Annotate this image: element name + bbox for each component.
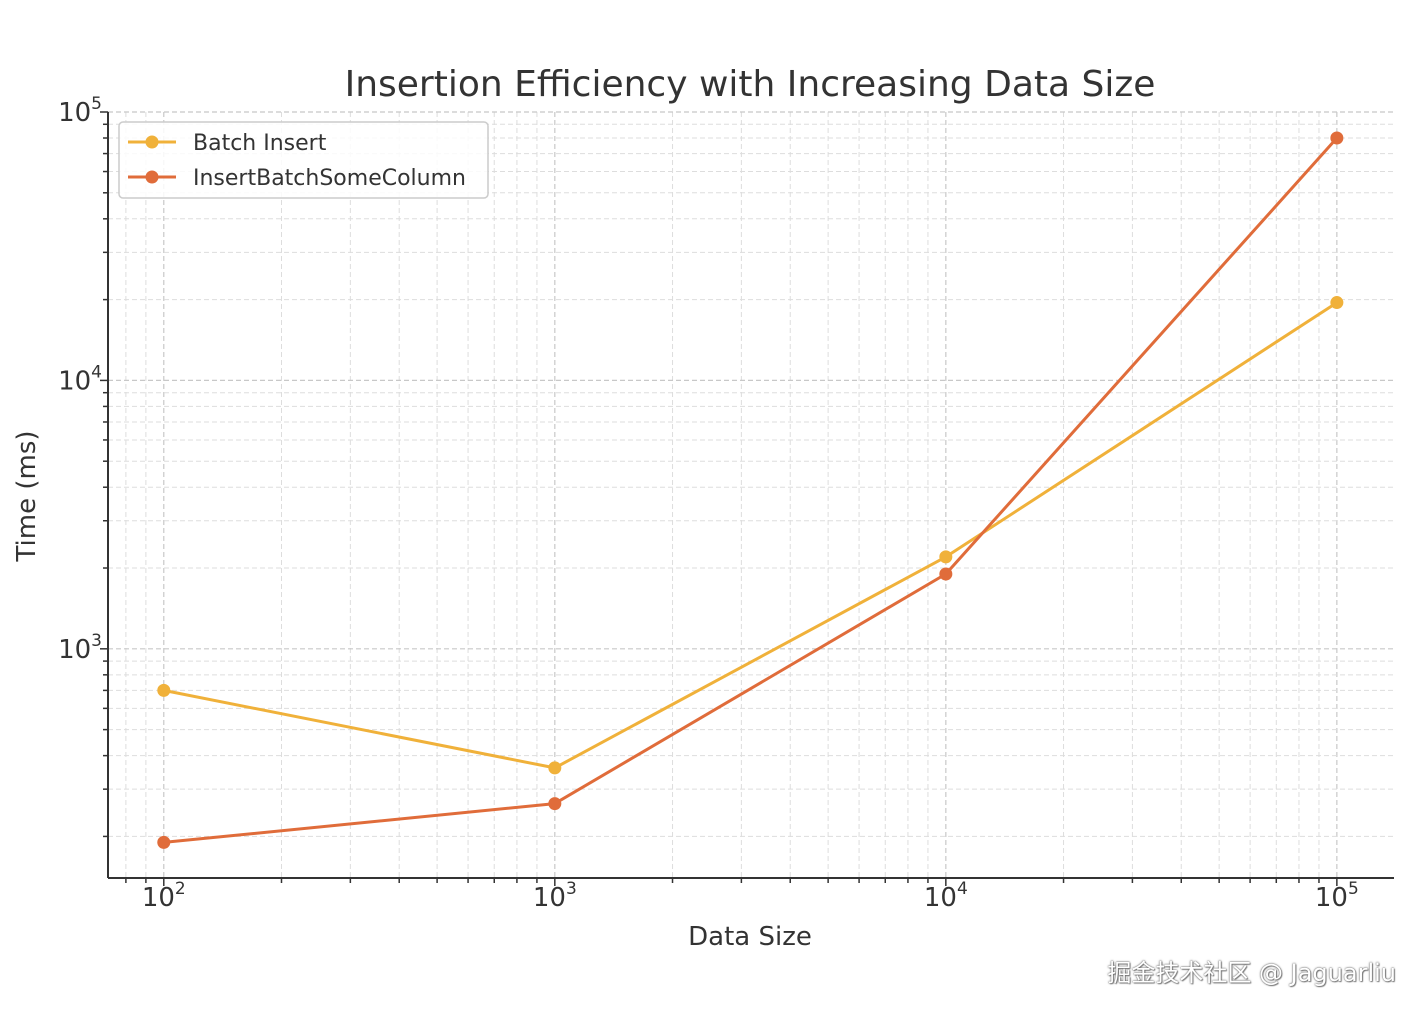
legend-label-insertbatchsomecolumn: InsertBatchSomeColumn <box>193 166 466 191</box>
data-point-insertbatchsomecolumn <box>939 567 953 581</box>
x-tick-label: 105 <box>1315 879 1359 913</box>
data-point-insertbatchsomecolumn <box>157 835 171 849</box>
legend-marker-batch-insert <box>145 135 159 149</box>
y-tick-label: 104 <box>58 362 102 396</box>
legend-label-batch-insert: Batch Insert <box>193 131 327 156</box>
legend-marker-insertbatchsomecolumn <box>145 170 159 184</box>
chart-title: Insertion Efficiency with Increasing Dat… <box>345 64 1156 105</box>
data-point-batch-insert <box>548 761 562 775</box>
ticks: 102 103 104 105 103 104 105 <box>58 94 1359 913</box>
y-tick-label: 103 <box>58 631 102 665</box>
series-line-batch-insert <box>163 301 1338 770</box>
watermark: 掘金技术社区 @ Jaguarliu <box>1107 959 1396 987</box>
series-line-insertbatchsomecolumn <box>163 136 1339 844</box>
data-point-insertbatchsomecolumn <box>548 797 562 811</box>
data-point-batch-insert <box>1330 296 1344 310</box>
y-axis-label: Time (ms) <box>12 430 42 562</box>
x-axis-label: Data Size <box>688 922 812 952</box>
legend: Batch Insert InsertBatchSomeColumn <box>118 121 489 199</box>
x-tick-label: 104 <box>924 879 968 913</box>
axes <box>107 112 1394 879</box>
x-tick-label: 103 <box>533 879 577 913</box>
data-point-insertbatchsomecolumn <box>1330 131 1344 145</box>
legend-box <box>118 121 489 199</box>
series-group <box>157 131 1344 849</box>
data-point-batch-insert <box>939 550 953 564</box>
y-tick-label: 105 <box>58 94 102 128</box>
x-tick-label: 102 <box>142 879 186 913</box>
grid <box>108 111 1394 878</box>
data-point-batch-insert <box>157 683 171 697</box>
